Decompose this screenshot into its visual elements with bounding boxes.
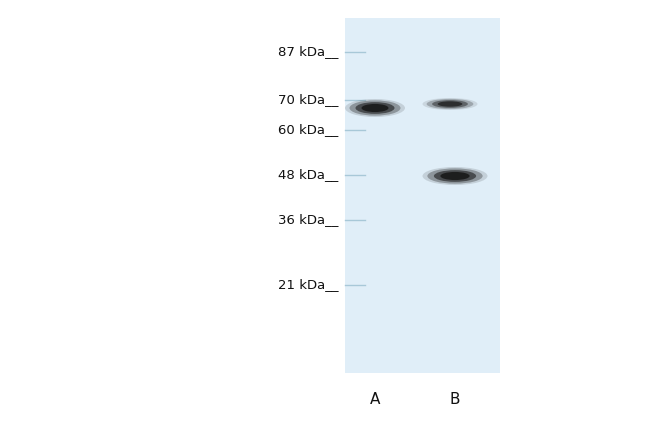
Ellipse shape [345, 99, 405, 117]
Ellipse shape [437, 101, 462, 107]
Text: A: A [370, 393, 380, 407]
Text: 87 kDa__: 87 kDa__ [278, 45, 338, 58]
Ellipse shape [356, 102, 395, 114]
Ellipse shape [432, 100, 468, 108]
Ellipse shape [441, 172, 469, 180]
Ellipse shape [361, 104, 389, 112]
Ellipse shape [428, 168, 482, 184]
Ellipse shape [350, 100, 400, 116]
Text: 70 kDa__: 70 kDa__ [278, 93, 338, 107]
Ellipse shape [422, 98, 478, 110]
Text: B: B [450, 393, 460, 407]
Bar [345, 18, 500, 373]
Ellipse shape [422, 167, 488, 185]
Text: 60 kDa__: 60 kDa__ [278, 124, 338, 137]
Ellipse shape [426, 99, 473, 109]
Ellipse shape [434, 170, 476, 182]
Text: 21 kDa__: 21 kDa__ [278, 279, 338, 292]
Text: 36 kDa__: 36 kDa__ [278, 213, 338, 226]
Text: 48 kDa__: 48 kDa__ [278, 168, 338, 181]
